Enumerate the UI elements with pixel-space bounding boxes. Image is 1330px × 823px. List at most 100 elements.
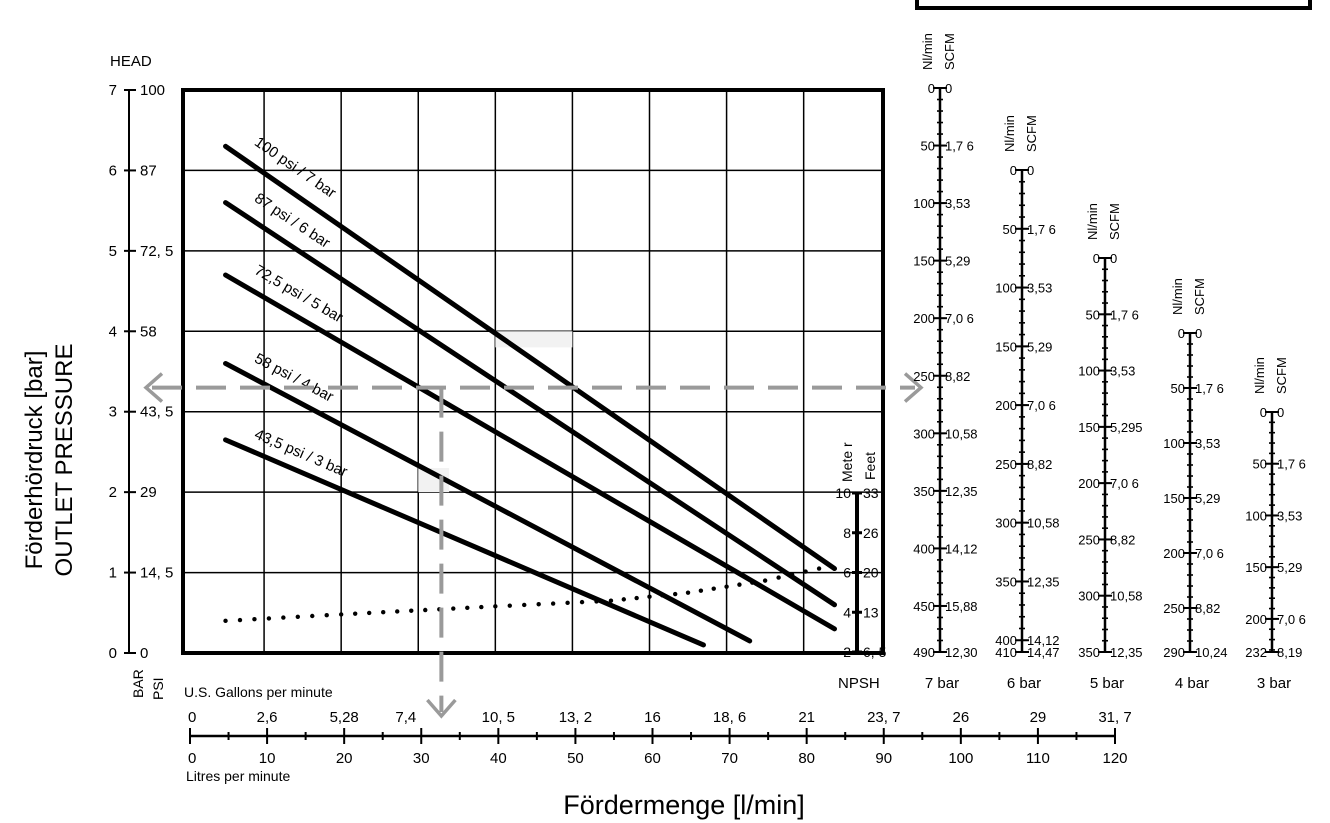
air-scale-label: 5 bar: [1090, 675, 1124, 692]
air-tick-label-nl: 200: [913, 311, 935, 326]
bar-unit-label: BAR: [130, 669, 146, 698]
x-tick-label-lpm: 120: [1102, 750, 1127, 767]
npsh-dot: [522, 602, 527, 608]
npsh-tick-label-meter: 4: [843, 604, 851, 620]
air-tick-label-scfm: 7,0 6: [1195, 546, 1224, 561]
npsh-tick-label-feet: 33: [863, 485, 879, 501]
y-tick-label-bar: 0: [109, 645, 117, 662]
air-tick-label-scfm: 8,82: [945, 369, 970, 384]
air-tick-label-scfm: 7,0 6: [1110, 476, 1139, 491]
air-tick-label-scfm: 12,35: [1110, 645, 1143, 660]
air-tick-label-nl: 400: [913, 541, 935, 556]
air-tick-label-nl: 0: [1260, 405, 1267, 420]
air-header-scfm: SCFM: [1274, 357, 1289, 394]
air-tick-label-nl: 250: [1163, 601, 1185, 616]
x-tick-label-gpm: 2,6: [257, 709, 278, 726]
npsh-dot: [565, 600, 570, 606]
x-tick-label-gpm: 0: [188, 709, 196, 726]
air-tick-label-scfm: 8,82: [1027, 457, 1052, 472]
y-tick-label-bar: 1: [109, 565, 117, 582]
x-tick-label-lpm: 110: [1026, 750, 1050, 767]
pressure-curve: [223, 272, 837, 632]
npsh-tick-label-meter: 6: [843, 565, 851, 581]
air-tick-label-scfm: 14,47: [1027, 645, 1060, 660]
air-tick-label-nl: 100: [1163, 436, 1185, 451]
air-tick-label-scfm: 10,58: [1027, 516, 1060, 531]
plot-frame: [181, 88, 885, 655]
x-tick-label-gpm: 21: [798, 709, 815, 726]
air-tick-label-scfm: 1,7 6: [1027, 222, 1056, 237]
npsh-dot: [776, 575, 781, 580]
air-tick-label-nl: 50: [1003, 222, 1017, 237]
air-tick-label-nl: 50: [1086, 307, 1100, 322]
air-tick-label-scfm: 3,53: [1195, 436, 1220, 451]
air-tick-label-scfm: 0: [1195, 326, 1202, 341]
npsh-dot: [647, 594, 652, 599]
x-tick-label-lpm: 90: [875, 750, 892, 767]
x-tick-label-lpm: 30: [413, 750, 430, 767]
air-tick-label-scfm: 12,35: [945, 484, 978, 499]
npsh-dot: [366, 610, 372, 616]
y-tick-label-bar: 3: [109, 404, 117, 421]
air-tick-label-nl: 150: [1245, 560, 1267, 575]
npsh-dot: [465, 605, 470, 611]
npsh-dot: [803, 569, 808, 574]
npsh-dot: [281, 615, 286, 620]
npsh-dot: [550, 601, 556, 606]
lpm-caption: Litres per minute: [186, 768, 290, 784]
air-tick-label-scfm: 0: [945, 81, 952, 96]
air-tick-label-scfm: 7,0 6: [945, 311, 974, 326]
air-header-scfm: SCFM: [1024, 115, 1039, 152]
x-tick-label-gpm: 26: [952, 709, 969, 726]
air-tick-label-nl: 410: [995, 645, 1017, 660]
npsh-dot: [672, 591, 678, 597]
npsh-tick-label-meter: 8: [843, 525, 851, 541]
npsh-tick-label-feet: 26: [863, 525, 879, 541]
grid-shade: [495, 331, 573, 348]
arrow-down: [426, 698, 457, 719]
air-tick-label-scfm: 10,58: [945, 426, 978, 441]
air-tick-label-nl: 200: [1163, 546, 1185, 561]
x-tick-label-lpm: 0: [188, 750, 196, 767]
air-tick-label-scfm: 5,29: [1027, 339, 1052, 354]
air-tick-label-nl: 300: [995, 516, 1017, 531]
air-tick-label-nl: 50: [1253, 457, 1267, 472]
air-tick-label-nl: 350: [913, 484, 935, 499]
air-tick-label-scfm: 1,7 6: [1195, 381, 1224, 396]
air-tick-label-nl: 250: [913, 369, 935, 384]
air-tick-label-nl: 100: [1078, 364, 1100, 379]
npsh-tick-label-feet: 20: [863, 565, 879, 581]
y-tick-label-psi: 72, 5: [140, 243, 173, 260]
air-tick-label-scfm: 5,29: [945, 254, 970, 269]
arrow-left: [143, 372, 164, 403]
y-tick-label-bar: 2: [109, 484, 117, 501]
npsh-dot: [711, 586, 716, 591]
npsh-tick-label-feet: 13: [863, 604, 879, 620]
air-tick-label-scfm: 14,12: [945, 541, 978, 556]
air-tick-label-nl: 200: [1078, 476, 1100, 491]
x-tick-label-lpm: 50: [567, 750, 584, 767]
npsh-tick-label-meter: 10: [835, 485, 851, 501]
x-axis-title: Fördermenge [l/min]: [563, 790, 805, 820]
x-tick-label-gpm: 7,4: [395, 709, 416, 726]
x-tick-label-gpm: 31, 7: [1098, 709, 1131, 726]
air-tick-label-scfm: 3,53: [945, 196, 970, 211]
air-tick-label-scfm: 1,7 6: [945, 139, 974, 154]
npsh-label: NPSH: [838, 675, 880, 692]
gpm-caption: U.S. Gallons per minute: [184, 684, 333, 700]
air-tick-label-nl: 0: [1178, 326, 1185, 341]
npsh-dot: [266, 616, 272, 621]
air-tick-label-scfm: 5,295: [1110, 420, 1143, 435]
npsh-curve: [223, 566, 822, 624]
top-bracket: [915, 0, 1312, 10]
head-label: HEAD: [110, 53, 152, 70]
air-header-nl: Nl/min: [1252, 357, 1267, 394]
npsh-dot: [237, 617, 243, 623]
air-tick-label-scfm: 0: [1277, 405, 1284, 420]
pressure-curve: [223, 437, 706, 648]
x-tick-label-gpm: 29: [1030, 709, 1047, 726]
air-tick-label-nl: 250: [1078, 532, 1100, 547]
air-tick-label-nl: 232: [1245, 645, 1267, 660]
air-tick-label-nl: 0: [928, 81, 935, 96]
air-tick-label-scfm: 3,53: [1027, 281, 1052, 296]
